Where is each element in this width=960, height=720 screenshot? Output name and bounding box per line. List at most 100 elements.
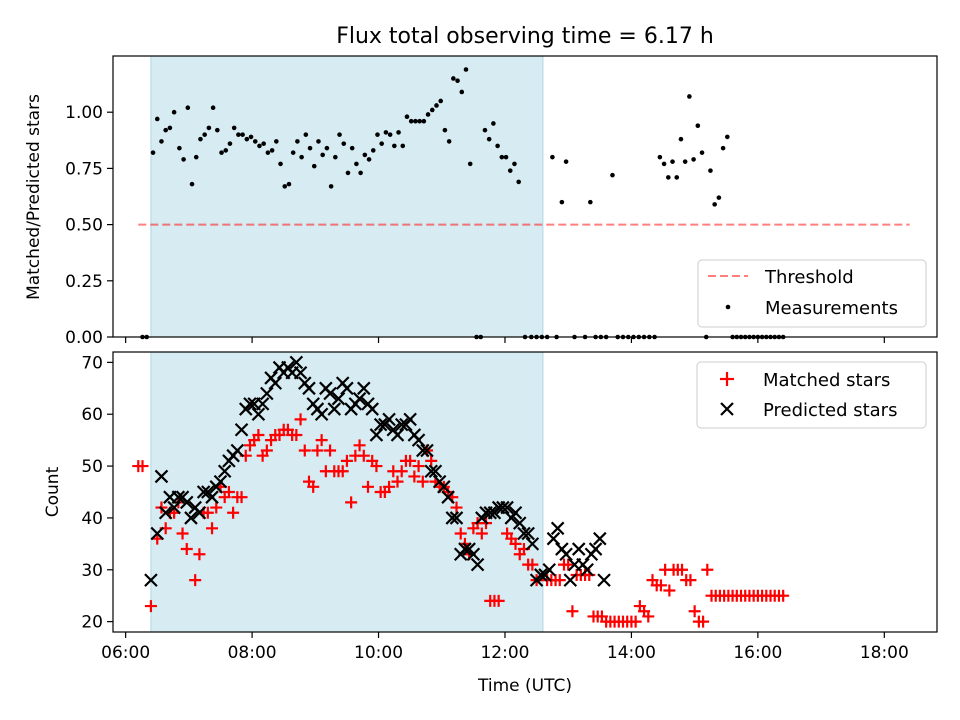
predicted-star-marker: [293, 365, 308, 380]
measurement-point: [282, 184, 288, 189]
measurement-point: [459, 89, 465, 95]
matched-star-marker: [566, 605, 579, 618]
matched-star-marker: [357, 449, 370, 462]
matched-star-marker: [324, 444, 337, 457]
measurement-point: [215, 127, 220, 133]
legend-matched-swatch: [720, 372, 734, 386]
predicted-star-marker: [340, 381, 354, 396]
predicted-star-marker: [500, 500, 514, 515]
measurement-point: [358, 170, 363, 176]
predicted-star-marker: [458, 542, 472, 556]
measurement-point: [231, 125, 237, 131]
predicted-star-marker: [512, 516, 527, 530]
predicted-star-marker: [150, 526, 165, 541]
measurement-point: [362, 152, 368, 158]
matched-star-marker: [189, 574, 202, 587]
measurement-point: [687, 94, 692, 99]
measurement-point: [691, 157, 696, 162]
measurement-point: [210, 105, 216, 111]
matched-star-marker: [404, 454, 417, 467]
matched-star-marker: [370, 460, 383, 473]
measurement-point: [379, 141, 384, 146]
measurement-point: [299, 154, 304, 160]
measurement-point: [198, 136, 203, 142]
measurement-point: [261, 141, 266, 146]
matched-star-marker: [654, 579, 667, 592]
matched-star-marker: [562, 558, 575, 571]
measurement-point: [337, 132, 342, 137]
measurement-point: [708, 168, 713, 173]
x-tick-label: 14:00: [607, 643, 656, 663]
predicted-star-marker: [470, 557, 485, 572]
matched-star-marker: [345, 496, 358, 509]
measurement-point: [455, 78, 460, 84]
predicted-star-marker: [449, 511, 464, 525]
matched-star-marker: [629, 615, 642, 628]
x-tick-label: 16:00: [733, 643, 782, 663]
legend-predicted-swatch: [720, 402, 734, 416]
measurement-point: [387, 132, 393, 137]
matched-star-marker: [180, 543, 193, 556]
measurement-point: [286, 181, 292, 187]
measurement-point: [202, 132, 207, 137]
top-shading: [150, 56, 544, 337]
matched-star-marker: [361, 480, 374, 493]
bottom-legend: Matched stars Predicted stars: [696, 361, 927, 429]
matched-star-marker: [383, 480, 396, 493]
measurement-point: [438, 98, 444, 104]
matched-star-marker: [701, 563, 714, 576]
measurement-point: [185, 105, 191, 111]
measurement-point: [417, 118, 422, 124]
matched-star-marker: [227, 506, 240, 519]
measurement-point: [712, 202, 717, 207]
top-axes: 0.00 0.25 0.50 0.75 1.00: [65, 55, 938, 348]
matched-star-marker: [454, 527, 467, 540]
predicted-star-marker: [192, 505, 207, 520]
measurement-point: [610, 172, 615, 178]
measurement-point: [434, 103, 439, 108]
matched-star-marker: [290, 428, 303, 441]
predicted-star-marker: [411, 433, 426, 447]
figure-title: Flux total observing time = 6.17 h: [336, 24, 714, 49]
bottom-axes: 20 30 40 50 60 70 06:00 08:00 10:00 12:00 14:00 16:…: [81, 351, 938, 663]
top-observing-span: [150, 56, 543, 337]
measurement-point: [370, 148, 376, 153]
predicted-star-marker: [597, 573, 611, 587]
predicted-star-marker: [437, 480, 451, 494]
predicted-star-marker: [390, 428, 405, 442]
measurement-point: [725, 134, 730, 140]
measurement-point: [307, 145, 313, 151]
measurement-point: [167, 125, 173, 131]
predicted-star-marker: [167, 500, 181, 515]
matched-star-marker: [144, 600, 157, 613]
measurement-point: [682, 159, 688, 164]
measurement-point: [588, 199, 593, 205]
predicted-star-marker: [373, 417, 388, 432]
measurement-point: [408, 118, 414, 124]
measurement-point: [507, 168, 513, 173]
top-legend: Threshold Measurements: [697, 259, 927, 328]
matched-star-marker: [416, 475, 429, 488]
predicted-star-marker: [357, 381, 371, 396]
top-y-tick-label: 1.00: [65, 103, 103, 123]
measurement-point: [333, 154, 338, 160]
matched-star-marker: [395, 465, 408, 478]
predicted-star-marker: [213, 474, 228, 489]
predicted-star-marker: [251, 407, 266, 421]
matched-star-marker: [193, 548, 206, 561]
measurement-point: [550, 154, 555, 160]
predicted-star-marker: [593, 531, 607, 546]
measurement-point: [206, 125, 212, 131]
measurement-point: [177, 145, 182, 151]
x-tick-label: 08:00: [228, 643, 277, 663]
legend-predicted-label: Predicted stars: [763, 400, 897, 421]
predicted-star-marker: [327, 402, 342, 416]
matched-star-marker: [353, 439, 366, 452]
matched-star-marker: [260, 444, 273, 457]
matched-star-marker: [492, 594, 505, 607]
matched-star-marker: [509, 537, 522, 550]
measurement-point: [674, 175, 680, 180]
matched-star-marker: [176, 527, 189, 540]
measurement-point: [463, 67, 469, 72]
